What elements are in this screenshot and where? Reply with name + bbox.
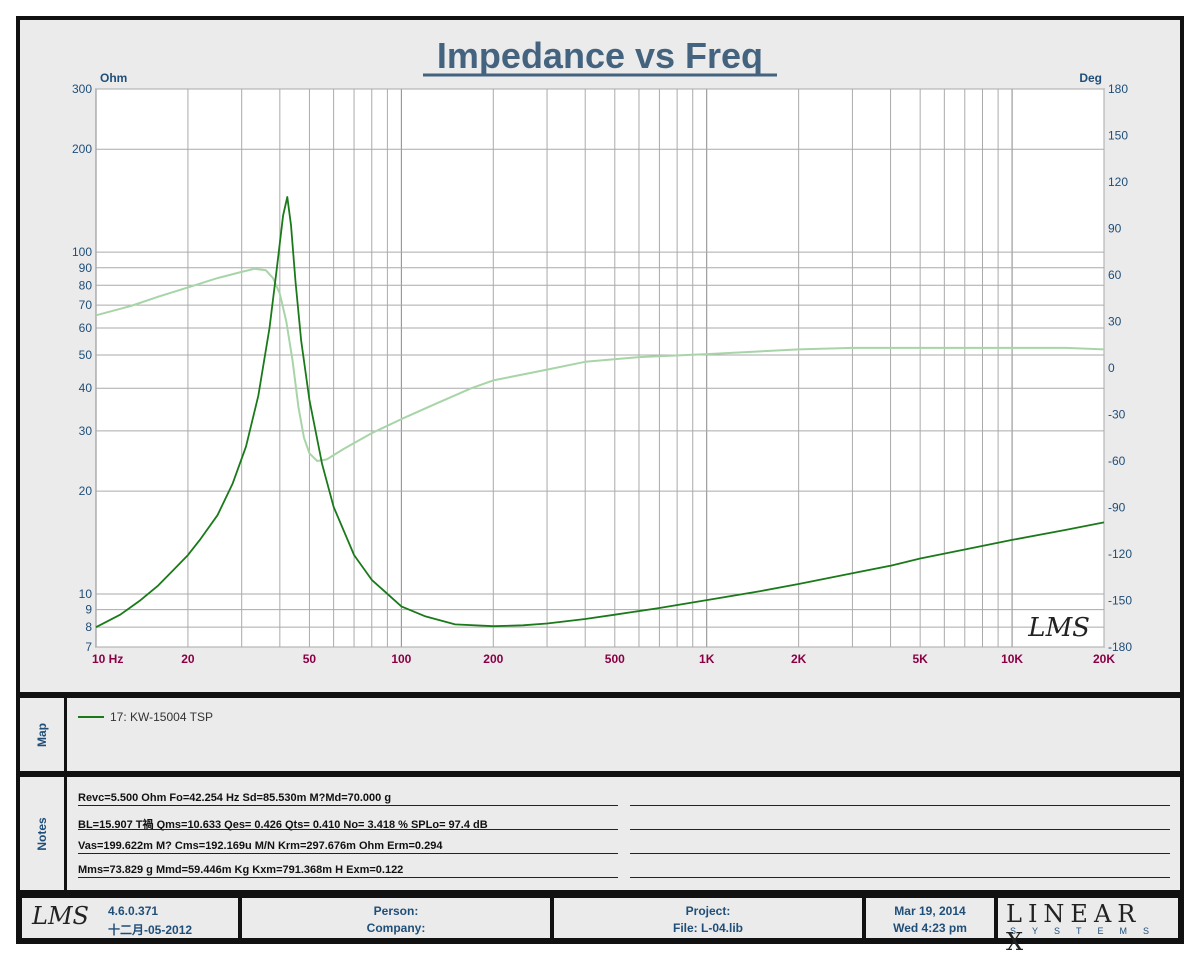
note-rule	[630, 805, 1170, 806]
footer-time: Wed 4:23 pm	[893, 921, 967, 935]
footer-project-cell: Project: File: L-04.lib	[554, 898, 862, 938]
version-date: 十二月-05-2012	[108, 923, 193, 937]
y-left-unit: Ohm	[100, 71, 127, 85]
series-layer	[95, 196, 1105, 628]
notes-label-cell: Notes	[20, 777, 67, 890]
version-number: 4.6.0.371	[108, 904, 159, 918]
y-left-tick-label: 40	[79, 381, 93, 395]
project-label: Project:	[685, 904, 731, 918]
impedance-series-line	[95, 196, 1105, 628]
y-left-tick-label: 20	[79, 484, 93, 498]
x-tick-label: 5K	[912, 652, 928, 666]
footer-date-cell: Mar 19, 2014 Wed 4:23 pm	[866, 898, 994, 938]
y-left-tick-label: 200	[72, 142, 92, 156]
footer: LMS 4.6.0.371 十二月-05-2012 Person: Compan…	[20, 896, 1180, 956]
note-rule	[78, 877, 618, 878]
y-right-tick-label: -90	[1108, 501, 1126, 515]
y-left-tick-label: 60	[79, 321, 93, 335]
y-left-tick-label: 90	[79, 261, 93, 275]
note-rule	[630, 853, 1170, 854]
x-tick-label: 10 Hz	[92, 652, 123, 666]
y-right-tick-label: -150	[1108, 594, 1132, 608]
footer-date: Mar 19, 2014	[894, 904, 966, 918]
x-tick-label: 20	[181, 652, 195, 666]
x-tick-label: 50	[303, 652, 317, 666]
footer-version-cell: LMS 4.6.0.371 十二月-05-2012	[22, 898, 238, 938]
brand-logo-main: LINEAR X	[1006, 900, 1142, 956]
y-left-tick-label: 30	[79, 424, 93, 438]
x-tick-label: 20K	[1093, 652, 1115, 666]
grid	[95, 88, 1105, 648]
y-left-tick-label: 300	[72, 82, 92, 96]
y-left-tick-label: 50	[79, 348, 93, 362]
y-right-tick-label: -120	[1108, 547, 1132, 561]
notes-label: Notes	[35, 816, 49, 851]
y-right-tick-label: 60	[1108, 268, 1122, 282]
impedance-chart: Impedance vs Freq Ohm Deg 10 Hz 20 50 100 20…	[72, 35, 1132, 666]
y-right-tick-label: -180	[1108, 640, 1132, 654]
y-left-tick-label: 9	[85, 603, 92, 617]
note-rule	[78, 853, 618, 854]
y-right-tick-label: 120	[1108, 175, 1128, 189]
y-left-tick-label: 8	[85, 620, 92, 634]
note-line-2: BL=15.907 T禍 Qms=10.633 Qes= 0.426 Qts= …	[78, 819, 488, 831]
y-right-unit: Deg	[1079, 71, 1102, 85]
y-left-tick-label: 100	[72, 245, 92, 259]
y-left-tick-label: 7	[85, 640, 92, 654]
x-tick-label: 500	[605, 652, 625, 666]
map-label-cell: Map	[20, 698, 67, 771]
y-right-tick-label: 0	[1108, 361, 1115, 375]
y-right-tick-label: 30	[1108, 315, 1122, 329]
lms-logo: LMS	[32, 902, 89, 930]
legend-label: 17: KW-15004 TSP	[110, 710, 213, 724]
footer-brand-cell: LINEAR X SYSTEMS	[998, 898, 1178, 956]
note-rule	[78, 829, 618, 830]
x-tick-label: 2K	[791, 652, 807, 666]
y-left-tick-label: 80	[79, 278, 93, 292]
company-label: Company:	[366, 921, 426, 935]
plot-panel: Impedance vs Freq Ohm Deg 10 Hz 20 50 100 20…	[20, 20, 1180, 692]
person-label: Person:	[373, 904, 419, 918]
note-rule	[630, 877, 1170, 878]
y-left-tick-label: 70	[79, 298, 93, 312]
brand-logo-sub: SYSTEMS	[1010, 926, 1166, 936]
y-right-tick-label: 180	[1108, 82, 1128, 96]
note-line-4: Mms=73.829 g Mmd=59.446m Kg Kxm=791.368m…	[78, 864, 404, 876]
axis-labels: 10 Hz 20 50 100 200 500 1K 2K 5K 10K 20K3002001009…	[72, 82, 1132, 666]
legend-entry: 17: KW-15004 TSP	[78, 710, 213, 724]
note-line-3: Vas=199.622m M? Cms=192.169u M/N Krm=297…	[78, 840, 443, 852]
note-rule	[630, 829, 1170, 830]
map-label: Map	[35, 722, 49, 747]
x-tick-label: 100	[391, 652, 411, 666]
file-label: File: L-04.lib	[672, 921, 743, 935]
notes-panel: Notes Revc=5.500 Ohm Fo=42.254 Hz Sd=85.…	[20, 777, 1180, 890]
plot-area	[95, 88, 1105, 648]
chart-title: Impedance vs Freq	[437, 35, 763, 76]
x-tick-label: 1K	[699, 652, 715, 666]
x-tick-label: 200	[483, 652, 503, 666]
x-tick-label: 10K	[1001, 652, 1023, 666]
y-right-tick-label: 150	[1108, 129, 1128, 143]
y-right-tick-label: -30	[1108, 408, 1126, 422]
y-right-tick-label: 90	[1108, 222, 1122, 236]
y-right-tick-label: -60	[1108, 454, 1126, 468]
y-left-tick-label: 10	[79, 587, 93, 601]
lms-watermark: LMS	[1027, 613, 1090, 643]
phase-series-line	[95, 267, 1105, 462]
map-panel: Map 17: KW-15004 TSP	[20, 698, 1180, 771]
note-rule	[78, 805, 618, 806]
legend-swatch	[78, 716, 104, 718]
footer-person-cell: Person: Company:	[242, 898, 550, 938]
note-line-1: Revc=5.500 Ohm Fo=42.254 Hz Sd=85.530m M…	[78, 792, 392, 804]
